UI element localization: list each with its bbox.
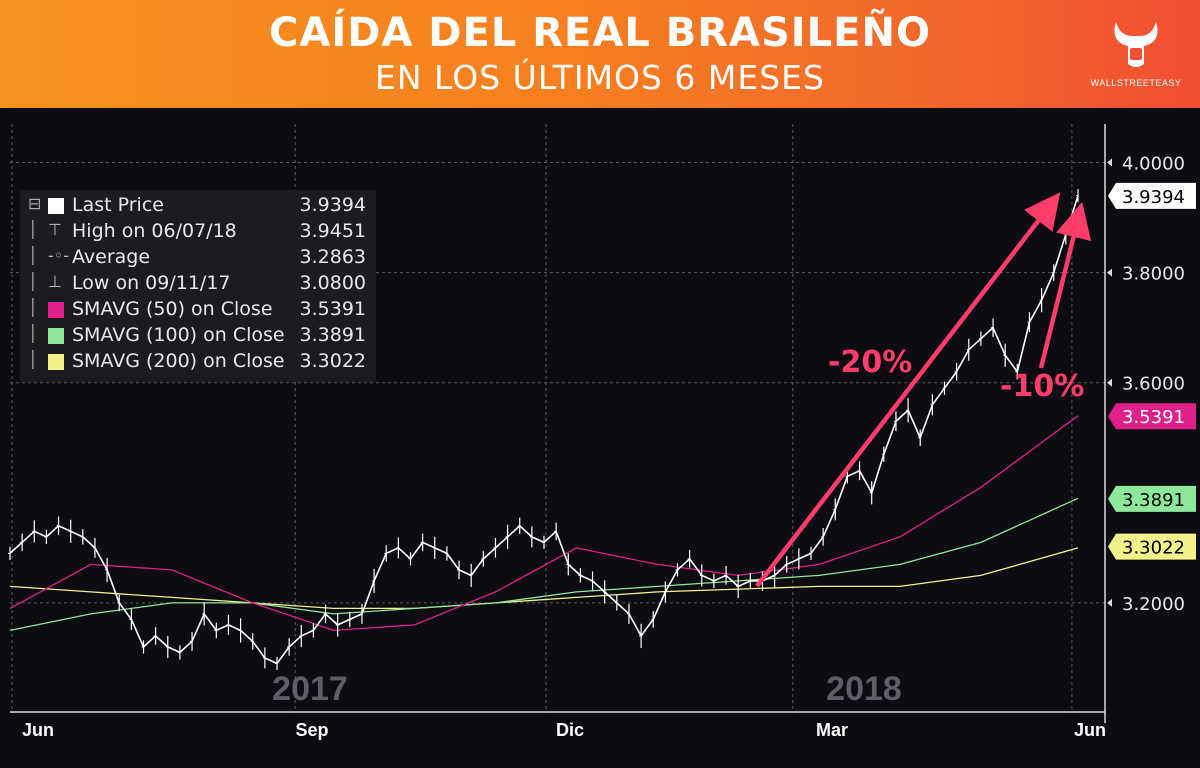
legend-tree-icon: │ [28, 220, 38, 239]
legend-label: High on 06/07/18 [72, 220, 237, 242]
square-icon [48, 302, 64, 318]
value-tag-label: 3.3022 [1122, 538, 1185, 559]
square-icon [48, 198, 64, 214]
x-tick-label: Jun [1074, 720, 1106, 740]
x-tick-label: Mar [816, 720, 848, 740]
square-icon [48, 354, 64, 370]
legend-value: 3.0800 [299, 272, 366, 294]
value-tag-label: 3.9394 [1122, 187, 1185, 208]
legend-value: 3.9451 [299, 220, 366, 242]
average-line-icon: -◦- [48, 246, 69, 265]
arrow-20 [755, 192, 1061, 588]
legend-item: │ -◦- Average 3.2863 [20, 246, 376, 272]
title-banner: CAÍDA DEL REAL BRASILEÑO EN LOS ÚLTIMOS … [0, 0, 1200, 108]
page-subtitle: EN LOS ÚLTIMOS 6 MESES [375, 58, 825, 97]
legend-label: Low on 09/11/17 [72, 272, 231, 294]
y-tick-marker [1107, 158, 1112, 167]
legend-tree-icon: │ [28, 246, 38, 265]
year-watermark: 2018 [826, 670, 902, 708]
value-tag [1108, 403, 1196, 430]
value-tag [1108, 485, 1196, 512]
legend-item: │ SMAVG (100) on Close 3.3891 [20, 324, 376, 350]
legend-item: │ SMAVG (50) on Close 3.5391 [20, 298, 376, 324]
series-line [9, 415, 1079, 632]
bull-logo-icon [1114, 22, 1158, 67]
series-line [9, 497, 1079, 632]
y-tick-label: 3.6000 [1122, 374, 1185, 395]
legend-value: 3.2863 [299, 246, 366, 268]
value-tag [1108, 533, 1196, 560]
legend-tree-icon: │ [28, 350, 38, 369]
price-chart: 2017 2018 4.0000 3.8000 3.6000 3.2000 Jun Sep D… [8, 124, 1196, 740]
arrow-10 [1038, 201, 1092, 369]
logo-text: WALLSTREETEASY [1090, 78, 1182, 88]
legend-label: Last Price [72, 194, 164, 216]
legend-label: Average [72, 246, 151, 268]
legend-value: 3.9394 [299, 194, 366, 216]
legend-value: 3.3891 [299, 324, 366, 346]
page-title: CAÍDA DEL REAL BRASILEÑO [269, 10, 931, 56]
y-tick-label: 3.2000 [1122, 594, 1185, 615]
x-tick-label: Jun [22, 720, 54, 740]
chart-legend: ⊟ Last Price 3.9394 │ ⊤ High on 06/07/18 3.945… [20, 190, 376, 382]
legend-label: SMAVG (50) on Close [72, 298, 273, 320]
y-tick-label: 3.8000 [1122, 264, 1185, 285]
value-tag [1108, 182, 1196, 209]
y-tick-marker [1107, 598, 1112, 607]
legend-label: SMAVG (100) on Close [72, 324, 285, 346]
value-tag-label: 3.3891 [1122, 490, 1185, 511]
legend-value: 3.3022 [299, 350, 366, 372]
legend-item: │ SMAVG (200) on Close 3.3022 [20, 350, 376, 376]
high-marker-icon: ⊤ [48, 220, 62, 239]
legend-item: │ ⊤ High on 06/07/18 3.9451 [20, 220, 376, 246]
year-watermark: 2017 [272, 670, 348, 708]
legend-tree-icon: ⊟ [28, 194, 42, 213]
y-tick-marker [1107, 268, 1112, 277]
value-tag-label: 3.5391 [1122, 407, 1185, 428]
legend-tree-icon: │ [28, 324, 38, 343]
x-tick-label: Sep [295, 720, 328, 740]
square-icon [48, 328, 64, 344]
brand-logo: WALLSTREETEASY [1088, 14, 1184, 94]
legend-item: ⊟ Last Price 3.9394 [20, 194, 376, 220]
legend-label: SMAVG (200) on Close [72, 350, 285, 372]
y-tick-label: 4.0000 [1122, 154, 1185, 175]
legend-item: │ ⊥ Low on 09/11/17 3.0800 [20, 272, 376, 298]
low-marker-icon: ⊥ [48, 272, 62, 291]
legend-value: 3.5391 [299, 298, 366, 320]
legend-tree-icon: │ [28, 298, 38, 317]
x-tick-label: Dic [556, 720, 584, 740]
legend-tree-icon: │ [28, 272, 38, 291]
arrow-10-label: -10% [1000, 369, 1084, 404]
arrow-20-label: -20% [828, 345, 912, 380]
y-tick-marker [1107, 378, 1112, 387]
series-line [9, 547, 1079, 610]
